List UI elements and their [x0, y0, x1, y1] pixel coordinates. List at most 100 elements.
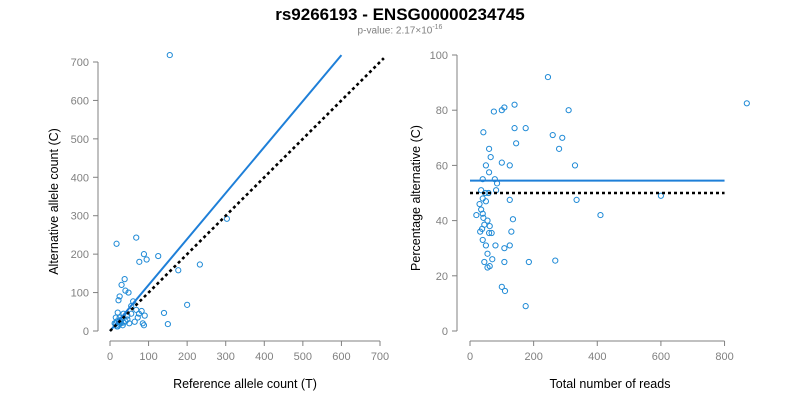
- data-point: [480, 214, 487, 221]
- data-point: [121, 276, 128, 283]
- data-point: [508, 228, 515, 235]
- data-point: [657, 192, 665, 199]
- y-tick-label: 400: [71, 172, 89, 184]
- data-point: [175, 267, 182, 274]
- data-point: [196, 261, 203, 268]
- data-point: [480, 129, 487, 136]
- data-point: [571, 162, 579, 169]
- fit-line: [109, 54, 343, 332]
- data-point: [477, 228, 484, 235]
- data-point: [479, 236, 486, 244]
- data-point: [484, 264, 491, 271]
- data-point: [141, 312, 148, 319]
- x-tick-label: 600: [332, 351, 350, 363]
- data-point: [501, 258, 508, 266]
- data-point: [120, 319, 127, 326]
- x-tick-label: 400: [255, 351, 273, 363]
- data-point: [131, 318, 138, 325]
- data-point: [522, 125, 529, 132]
- data-point: [509, 216, 517, 223]
- x-tick-label: 200: [524, 351, 542, 363]
- x-tick-label: 700: [371, 351, 389, 363]
- y-tick-label: 40: [436, 216, 448, 228]
- data-point: [116, 293, 123, 300]
- y-tick-label: 300: [71, 211, 89, 223]
- data-point: [478, 187, 485, 194]
- data-point: [125, 289, 132, 296]
- data-point: [112, 314, 119, 321]
- data-point: [498, 283, 505, 290]
- data-point: [511, 101, 518, 108]
- data-point: [140, 251, 148, 258]
- data-point: [525, 258, 532, 266]
- data-point: [552, 257, 559, 264]
- data-point: [135, 310, 143, 317]
- y-tick-label: 0: [83, 326, 89, 338]
- data-point: [549, 131, 556, 139]
- data-point: [140, 322, 148, 329]
- data-point: [485, 229, 493, 237]
- chart-subtitle: p-value: 2.17×10-16: [0, 24, 800, 36]
- data-point: [565, 107, 572, 114]
- data-point: [114, 309, 121, 316]
- x-tick-label: 0: [107, 351, 113, 363]
- data-point: [511, 125, 518, 132]
- data-point: [573, 196, 580, 203]
- data-point: [490, 108, 497, 115]
- pvalue-text: p-value: 2.17×10: [357, 25, 433, 37]
- data-point: [482, 198, 490, 205]
- y-tick-label: 600: [71, 95, 89, 107]
- y-tick-label: 80: [436, 105, 448, 117]
- y-tick-label: 20: [436, 271, 448, 283]
- data-point: [597, 211, 604, 219]
- data-point: [485, 145, 493, 152]
- data-point: [184, 301, 191, 308]
- data-point: [478, 206, 485, 213]
- data-point: [485, 189, 492, 197]
- data-point: [164, 320, 171, 328]
- data-point: [160, 309, 168, 317]
- data-point: [501, 245, 508, 252]
- data-point: [544, 73, 552, 81]
- data-point: [498, 107, 505, 114]
- data-point: [136, 258, 143, 265]
- pvalue-exponent: -16: [432, 24, 443, 31]
- data-point: [487, 154, 494, 161]
- data-point: [489, 256, 496, 263]
- x-tick-label: 100: [139, 351, 157, 363]
- x-tick-label: 600: [652, 351, 670, 363]
- data-point: [513, 140, 520, 147]
- data-point: [133, 234, 140, 241]
- data-point: [223, 215, 230, 222]
- y-tick-label: 700: [71, 57, 89, 69]
- chart-title: rs9266193 - ENSG00000234745: [275, 5, 525, 24]
- data-point: [506, 242, 513, 249]
- data-point: [479, 210, 486, 217]
- data-point: [476, 200, 483, 208]
- data-point: [124, 316, 131, 323]
- y-axis-title: Percentage alternative (C): [409, 125, 423, 271]
- data-point: [122, 287, 129, 294]
- data-point: [479, 176, 486, 183]
- x-tick-label: 500: [294, 351, 312, 363]
- x-tick-label: 200: [178, 351, 196, 363]
- y-tick-label: 200: [71, 249, 89, 261]
- x-tick-label: 300: [217, 351, 235, 363]
- data-point: [498, 159, 505, 166]
- data-point: [559, 134, 566, 141]
- x-tick-label: 400: [588, 351, 606, 363]
- y-tick-label: 60: [436, 160, 448, 172]
- data-point: [484, 250, 491, 257]
- data-point: [143, 256, 150, 263]
- y-tick-label: 0: [442, 326, 448, 338]
- right-panel: 0 200 400 600 800 0 20 40 60 80 100 Total number of…: [409, 50, 750, 391]
- data-point: [118, 281, 125, 288]
- y-axis-title: Alternative allele count (C): [47, 128, 61, 275]
- data-point: [492, 242, 499, 249]
- x-axis-title: Total number of reads: [550, 377, 671, 391]
- reference-line: [109, 57, 385, 332]
- x-tick-label: 800: [715, 351, 733, 363]
- data-point: [486, 223, 493, 230]
- data-point: [488, 229, 495, 237]
